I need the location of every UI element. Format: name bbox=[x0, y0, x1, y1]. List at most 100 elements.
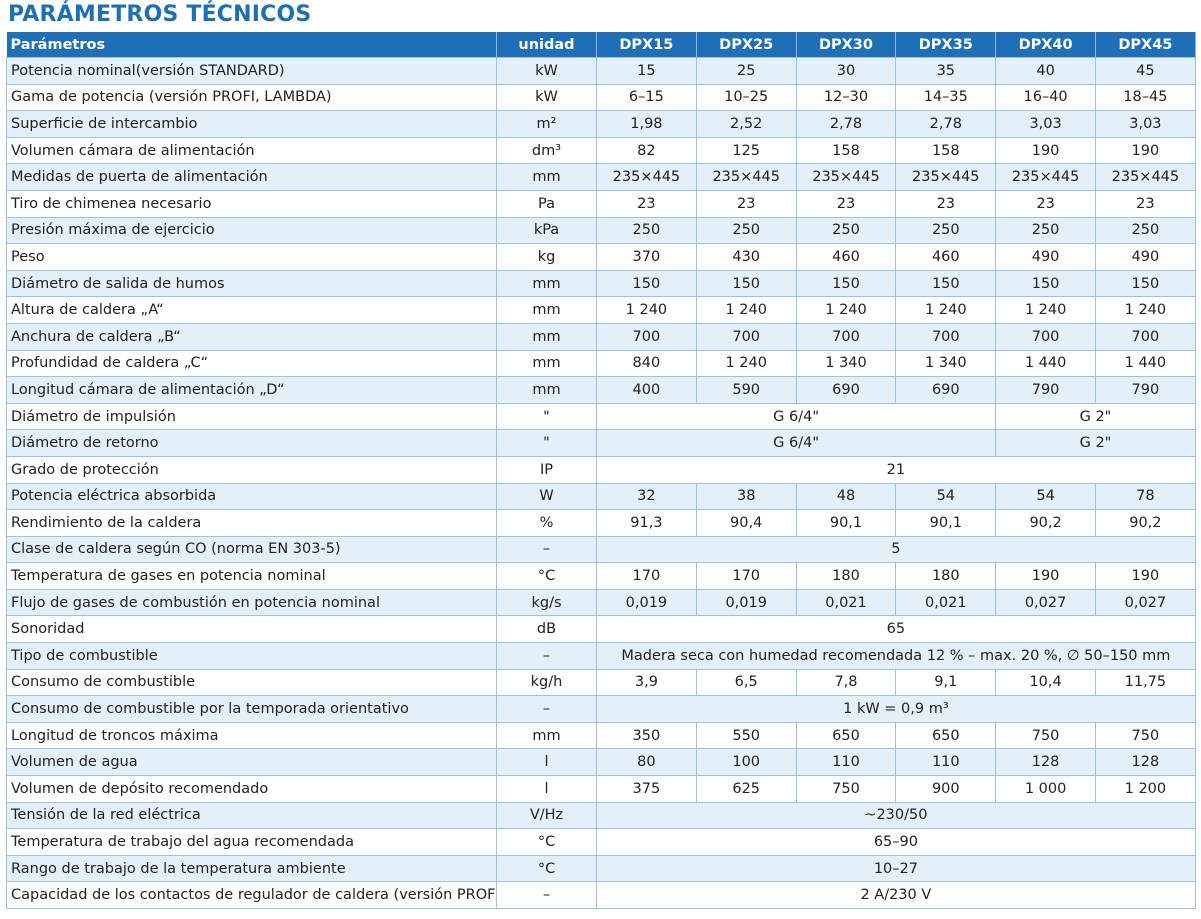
parameter-value: 700 bbox=[795, 322, 897, 351]
parameter-value: 1,98 bbox=[596, 110, 697, 138]
parameter-unit: mm bbox=[496, 296, 597, 324]
parameter-value: 23 bbox=[995, 189, 1096, 218]
parameter-unit: mm bbox=[496, 376, 597, 404]
table-row: Flujo de gases de combustión en potencia… bbox=[6, 588, 1196, 617]
parameter-value: 170 bbox=[695, 562, 797, 590]
parameter-value: 250 bbox=[995, 216, 1096, 245]
parameter-value: 90,4 bbox=[695, 509, 797, 537]
parameter-value: 0,021 bbox=[895, 588, 997, 617]
table-row: Medidas de puerta de alimentación mm 235×4… bbox=[6, 163, 1196, 191]
table-body: Potencia nominal(versión STANDARD) kW 15 25… bbox=[6, 57, 1196, 909]
parameter-name: Altura de caldera „A“ bbox=[6, 296, 497, 324]
parameter-value: 65–90 bbox=[596, 828, 1196, 856]
parameter-value: 370 bbox=[596, 243, 697, 271]
parameter-value: 14–35 bbox=[895, 83, 997, 112]
parameter-value: 125 bbox=[695, 136, 797, 165]
parameter-value: 2,52 bbox=[695, 110, 797, 138]
table-row: Superficie de intercambio m² 1,98 2,52 2,78 2… bbox=[6, 110, 1196, 138]
parameter-value: 235×445 bbox=[596, 163, 697, 191]
parameter-value: 45 bbox=[1094, 57, 1196, 85]
table-row: Longitud cámara de alimentación „D“ mm 400… bbox=[6, 376, 1196, 404]
header-unit: unidad bbox=[496, 32, 597, 58]
table-row: Altura de caldera „A“ mm 1 240 1 240 1 240 1 … bbox=[6, 296, 1196, 324]
table-row: Consumo de combustible kg/h 3,9 6,5 7,8 9,1 10… bbox=[6, 668, 1196, 697]
parameter-name: Diámetro de impulsión bbox=[6, 402, 497, 431]
parameter-name: Potencia nominal(versión STANDARD) bbox=[6, 57, 497, 85]
parameter-value: 1 240 bbox=[695, 296, 797, 324]
parameter-value: 460 bbox=[795, 243, 897, 271]
parameter-value: 1 440 bbox=[995, 349, 1096, 378]
parameter-value: 750 bbox=[1094, 721, 1196, 750]
parameter-unit: kg/h bbox=[496, 668, 597, 697]
parameter-unit: kg bbox=[496, 243, 597, 271]
parameter-value: G 2" bbox=[995, 429, 1196, 457]
parameter-value: 250 bbox=[795, 216, 897, 245]
parameter-name: Clase de caldera según CO (norma EN 303-… bbox=[6, 535, 497, 564]
parameter-value: 18–45 bbox=[1094, 83, 1196, 112]
parameter-value: 235×445 bbox=[795, 163, 897, 191]
parameter-value: 1 240 bbox=[795, 296, 897, 324]
parameter-value: 90,1 bbox=[795, 509, 897, 537]
parameter-value: 2,78 bbox=[795, 110, 897, 138]
parameter-value: 2,78 bbox=[895, 110, 997, 138]
parameter-value: 700 bbox=[1094, 322, 1196, 351]
parameter-value: 625 bbox=[695, 775, 797, 803]
header-model: DPX45 bbox=[1095, 32, 1196, 58]
parameter-name: Anchura de caldera „B“ bbox=[6, 322, 497, 351]
parameter-unit: dm³ bbox=[496, 136, 597, 165]
parameter-name: Potencia eléctrica absorbida bbox=[6, 482, 497, 511]
parameter-name: Flujo de gases de combustión en potencia… bbox=[6, 588, 497, 617]
parameter-value: 6,5 bbox=[695, 668, 797, 697]
parameter-name: Volumen cámara de alimentación bbox=[6, 136, 497, 165]
parameter-value: 11,75 bbox=[1094, 668, 1196, 697]
parameter-value: 235×445 bbox=[1094, 163, 1196, 191]
parameter-value: G 6/4" bbox=[595, 402, 997, 431]
parameter-value: 10–27 bbox=[596, 854, 1196, 883]
parameter-name: Gama de potencia (versión PROFI, LAMBDA) bbox=[6, 83, 497, 112]
parameter-value: 1 kW = 0,9 m³ bbox=[596, 695, 1196, 723]
parameter-unit: V/Hz bbox=[496, 801, 597, 830]
parameter-value: 0,021 bbox=[795, 588, 897, 617]
parameter-value: 900 bbox=[895, 775, 997, 803]
table-row: Potencia eléctrica absorbida W 32 38 48 54 54 7… bbox=[6, 482, 1196, 511]
parameter-unit: – bbox=[496, 695, 597, 723]
parameter-unit: l bbox=[496, 775, 597, 803]
table-row: Rendimiento de la caldera% 91,3 90,4 90,1 90… bbox=[6, 509, 1196, 537]
parameter-name: Longitud de troncos máxima bbox=[6, 721, 497, 750]
table-row: Peso kg 370 430 460 460 490 490 bbox=[6, 243, 1196, 271]
parameter-value: 430 bbox=[695, 243, 797, 271]
parameter-value: 158 bbox=[795, 136, 897, 165]
parameter-value: 128 bbox=[995, 748, 1096, 777]
parameter-value: 1 240 bbox=[895, 296, 997, 324]
parameter-value: 23 bbox=[795, 189, 897, 218]
header-model: DPX40 bbox=[995, 32, 1096, 58]
parameter-value: 0,019 bbox=[695, 588, 797, 617]
technical-parameters-table: Parámetros unidad DPX15 DPX25 DPX30 DPX3… bbox=[6, 32, 1196, 909]
parameter-value: 490 bbox=[995, 243, 1096, 271]
parameter-unit: l bbox=[496, 748, 597, 777]
parameter-value: 150 bbox=[1094, 269, 1196, 298]
table-row: Presión máxima de ejercicio kPa 250 250 250 2… bbox=[6, 216, 1196, 245]
parameter-value: 690 bbox=[795, 376, 897, 404]
parameter-value: 23 bbox=[895, 189, 997, 218]
parameter-value: 110 bbox=[795, 748, 897, 777]
parameter-value: 21 bbox=[596, 455, 1196, 484]
parameter-name: Volumen de agua bbox=[6, 748, 497, 777]
parameter-value: 790 bbox=[1094, 376, 1196, 404]
table-row: Rango de trabajo de la temperatura ambie… bbox=[6, 854, 1196, 883]
parameter-value: 235×445 bbox=[895, 163, 997, 191]
table-header-row: Parámetros unidad DPX15 DPX25 DPX30 DPX3… bbox=[6, 32, 1196, 58]
parameter-name: Consumo de combustible bbox=[6, 668, 497, 697]
parameter-value: 30 bbox=[795, 57, 897, 85]
parameter-value: 590 bbox=[695, 376, 797, 404]
parameter-name: Rendimiento de la caldera bbox=[6, 509, 497, 537]
table-row: Tiro de chimenea necesario Pa 23 23 23 23 23 23 bbox=[6, 189, 1196, 218]
table-row: Diámetro de salida de humos mm 150 150 150 15… bbox=[6, 269, 1196, 298]
parameter-name: Capacidad de los contactos de regulador … bbox=[6, 881, 497, 909]
parameter-unit: – bbox=[496, 881, 597, 909]
parameter-value: 235×445 bbox=[695, 163, 797, 191]
parameter-unit: mm bbox=[496, 269, 597, 298]
header-model: DPX30 bbox=[796, 32, 897, 58]
parameter-value: 180 bbox=[795, 562, 897, 590]
table-row: Tipo de combustible – Madera seca con hume… bbox=[6, 642, 1196, 670]
